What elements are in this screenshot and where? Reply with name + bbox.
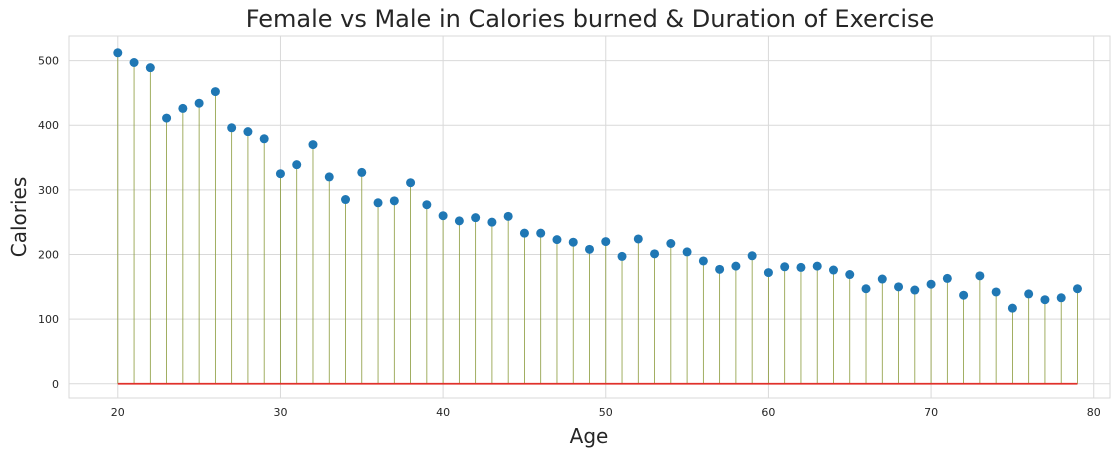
data-point [519, 228, 529, 238]
y-tick-label: 300 [38, 184, 59, 197]
data-point [438, 211, 448, 221]
data-point [1056, 293, 1066, 303]
data-point [471, 213, 481, 223]
data-point [715, 264, 725, 274]
y-tick-label: 400 [38, 119, 59, 132]
x-tick-label: 40 [436, 406, 450, 419]
tick-labels: 20 30 40 50 60 70 80 0 100 200 300 400 500 [38, 55, 1101, 419]
data-point [1024, 289, 1034, 299]
data-point [894, 282, 904, 292]
x-tick-label: 70 [924, 406, 938, 419]
data-point [828, 265, 838, 275]
y-tick-label: 100 [38, 313, 59, 326]
data-point [698, 256, 708, 266]
data-point [682, 247, 692, 257]
data-point [568, 237, 578, 247]
data-point [861, 284, 871, 294]
data-point [129, 58, 139, 68]
y-tick-label: 200 [38, 248, 59, 261]
data-point [422, 200, 432, 210]
y-tick-label: 500 [38, 55, 59, 68]
data-point [812, 261, 822, 271]
data-point [308, 140, 318, 150]
data-point [292, 160, 302, 170]
data-point [162, 113, 172, 123]
data-point [178, 103, 188, 113]
data-point [373, 198, 383, 208]
data-point [975, 271, 985, 281]
data-point [341, 195, 351, 205]
data-point [145, 63, 155, 73]
data-point [113, 48, 123, 58]
data-point [650, 249, 660, 259]
data-point [617, 251, 627, 261]
data-point [324, 172, 334, 182]
data-point [942, 273, 952, 283]
x-tick-label: 80 [1087, 406, 1101, 419]
data-point [666, 239, 676, 249]
chart-title: Female vs Male in Calories burned & Dura… [246, 5, 935, 33]
data-point [210, 87, 220, 97]
data-point [1040, 295, 1050, 305]
data-point [796, 262, 806, 272]
x-tick-label: 50 [599, 406, 613, 419]
data-point [926, 279, 936, 289]
stem-lines [117, 52, 1078, 384]
data-point [552, 235, 562, 245]
data-point [959, 290, 969, 300]
x-axis-label: Age [570, 424, 609, 448]
data-point [780, 262, 790, 272]
y-axis-label: Calories [7, 177, 31, 258]
data-point [227, 123, 237, 133]
data-point [194, 98, 204, 108]
data-point [406, 178, 416, 188]
data-point [1007, 303, 1017, 313]
x-tick-label: 30 [273, 406, 287, 419]
data-point [275, 169, 285, 179]
data-point [259, 134, 269, 144]
data-point [243, 127, 253, 137]
data-point [585, 244, 594, 254]
x-tick-label: 20 [111, 406, 125, 419]
y-tick-label: 0 [52, 378, 59, 391]
x-tick-label: 60 [761, 406, 775, 419]
data-point [1072, 284, 1082, 294]
data-point [877, 274, 887, 284]
data-point [503, 211, 513, 221]
data-point [731, 261, 741, 271]
data-point [601, 237, 611, 247]
data-point [763, 268, 773, 278]
data-point [845, 270, 855, 280]
data-point [536, 228, 546, 238]
data-point [454, 216, 464, 226]
data-point [487, 217, 497, 227]
data-point [747, 251, 757, 261]
plot-frame [68, 35, 1111, 399]
data-point [991, 287, 1001, 297]
markers [113, 48, 1082, 313]
data-point [910, 285, 920, 295]
data-point [357, 167, 367, 177]
data-point [389, 196, 399, 206]
data-point [633, 234, 643, 244]
